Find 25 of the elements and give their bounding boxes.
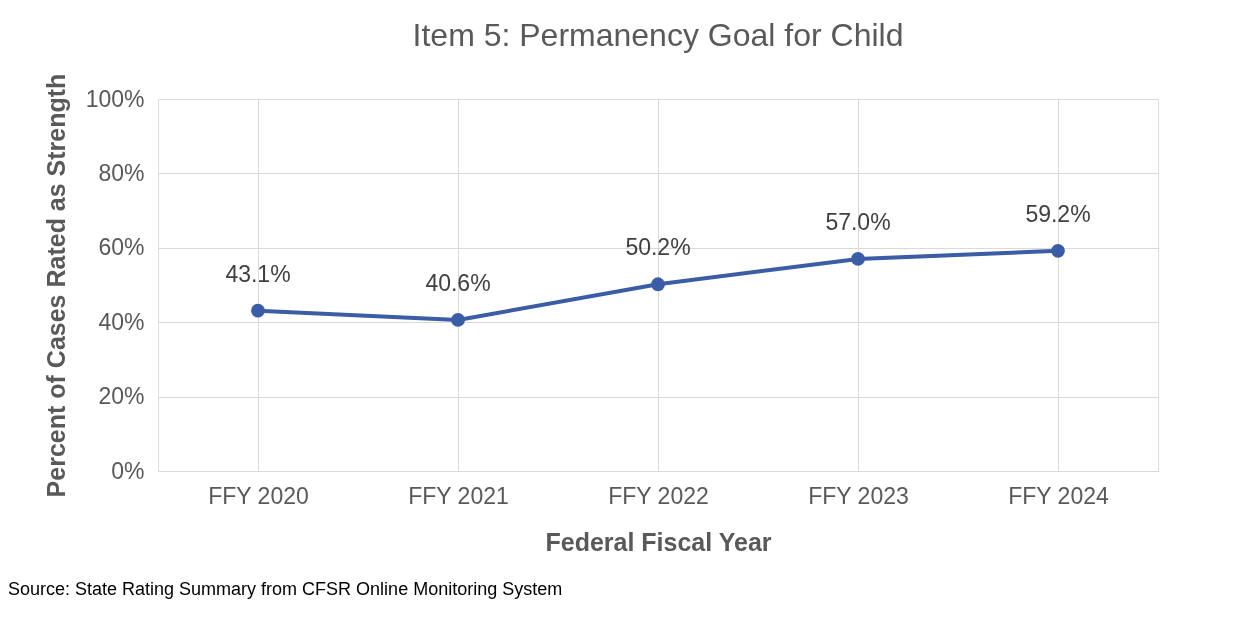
y-tick-label: 40% bbox=[98, 308, 145, 335]
y-tick-label: 60% bbox=[98, 234, 145, 261]
data-label: 50.2% bbox=[625, 234, 691, 261]
point bbox=[851, 252, 865, 266]
data-label: 40.6% bbox=[425, 269, 491, 296]
x-tick-label: FFY 2020 bbox=[208, 482, 309, 509]
data-label: 59.2% bbox=[1025, 200, 1091, 227]
data-label: 43.1% bbox=[225, 260, 291, 287]
y-tick-label: 0% bbox=[111, 457, 145, 484]
y-tick-label: 20% bbox=[98, 383, 145, 410]
point bbox=[651, 277, 665, 292]
x-tick-label: FFY 2024 bbox=[1008, 482, 1109, 509]
x-tick-label: FFY 2022 bbox=[608, 482, 709, 509]
x-tick-label: FFY 2023 bbox=[808, 482, 909, 509]
data-label: 57.0% bbox=[825, 208, 891, 235]
y-tick-label: 80% bbox=[98, 159, 145, 186]
point bbox=[251, 303, 265, 318]
x-axis-title: Federal Fiscal Year bbox=[545, 527, 772, 556]
chart-title: Item 5: Permanency Goal for Child bbox=[412, 17, 904, 54]
y-axis-title: Percent of Cases Rated as Strength bbox=[41, 73, 70, 498]
source-note: Source: State Rating Summary from CFSR Online Monitoring System bbox=[8, 579, 563, 599]
point bbox=[451, 313, 465, 327]
y-tick-label: 100% bbox=[85, 85, 145, 112]
point bbox=[1051, 243, 1065, 258]
x-tick-label: FFY 2021 bbox=[408, 482, 509, 509]
